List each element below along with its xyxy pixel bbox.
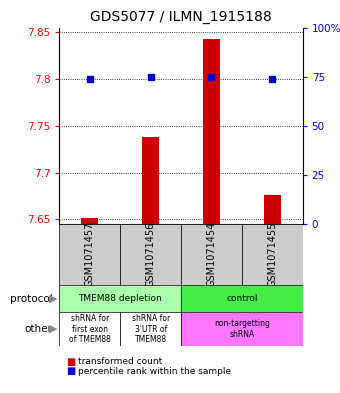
- Text: percentile rank within the sample: percentile rank within the sample: [78, 367, 231, 376]
- Bar: [181, 312, 303, 346]
- Text: ▶: ▶: [49, 294, 58, 304]
- Bar: [59, 312, 120, 346]
- Text: GSM1071456: GSM1071456: [146, 222, 156, 287]
- Text: GSM1071457: GSM1071457: [85, 222, 95, 287]
- Text: TMEM88 depletion: TMEM88 depletion: [79, 294, 162, 303]
- Bar: [81, 219, 98, 224]
- Bar: [203, 39, 220, 224]
- Text: shRNA for
3'UTR of
TMEM88: shRNA for 3'UTR of TMEM88: [132, 314, 170, 344]
- Text: control: control: [226, 294, 258, 303]
- Text: ■: ■: [66, 366, 75, 376]
- Text: GSM1071454: GSM1071454: [206, 222, 217, 287]
- Bar: [120, 224, 181, 285]
- Text: ▶: ▶: [49, 324, 58, 334]
- Text: transformed count: transformed count: [78, 357, 163, 366]
- Text: shRNA for
first exon
of TMEM88: shRNA for first exon of TMEM88: [69, 314, 111, 344]
- Bar: [59, 285, 181, 312]
- Text: GSM1071455: GSM1071455: [267, 222, 277, 287]
- Bar: [242, 224, 303, 285]
- Title: GDS5077 / ILMN_1915188: GDS5077 / ILMN_1915188: [90, 10, 272, 24]
- Text: protocol: protocol: [10, 294, 53, 304]
- Bar: [181, 285, 303, 312]
- Bar: [264, 195, 281, 224]
- Bar: [142, 137, 159, 224]
- Text: ■: ■: [66, 356, 75, 367]
- Text: other: other: [25, 324, 53, 334]
- Bar: [59, 224, 120, 285]
- Bar: [120, 312, 181, 346]
- Text: non-targetting
shRNA: non-targetting shRNA: [214, 320, 270, 339]
- Bar: [181, 224, 242, 285]
